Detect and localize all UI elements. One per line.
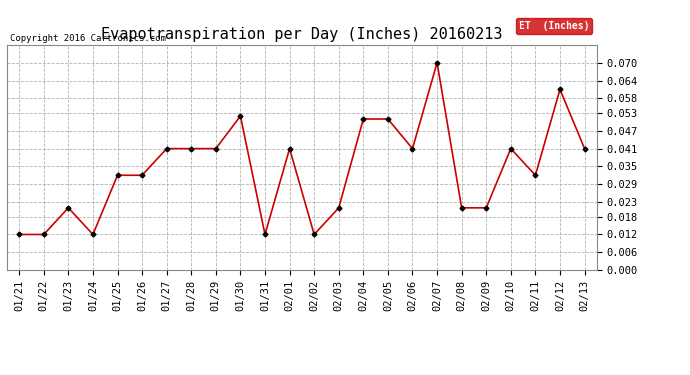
Legend: ET  (Inches): ET (Inches) <box>515 18 592 34</box>
Text: Copyright 2016 Cartronics.com: Copyright 2016 Cartronics.com <box>10 34 166 43</box>
Title: Evapotranspiration per Day (Inches) 20160213: Evapotranspiration per Day (Inches) 2016… <box>101 27 502 42</box>
